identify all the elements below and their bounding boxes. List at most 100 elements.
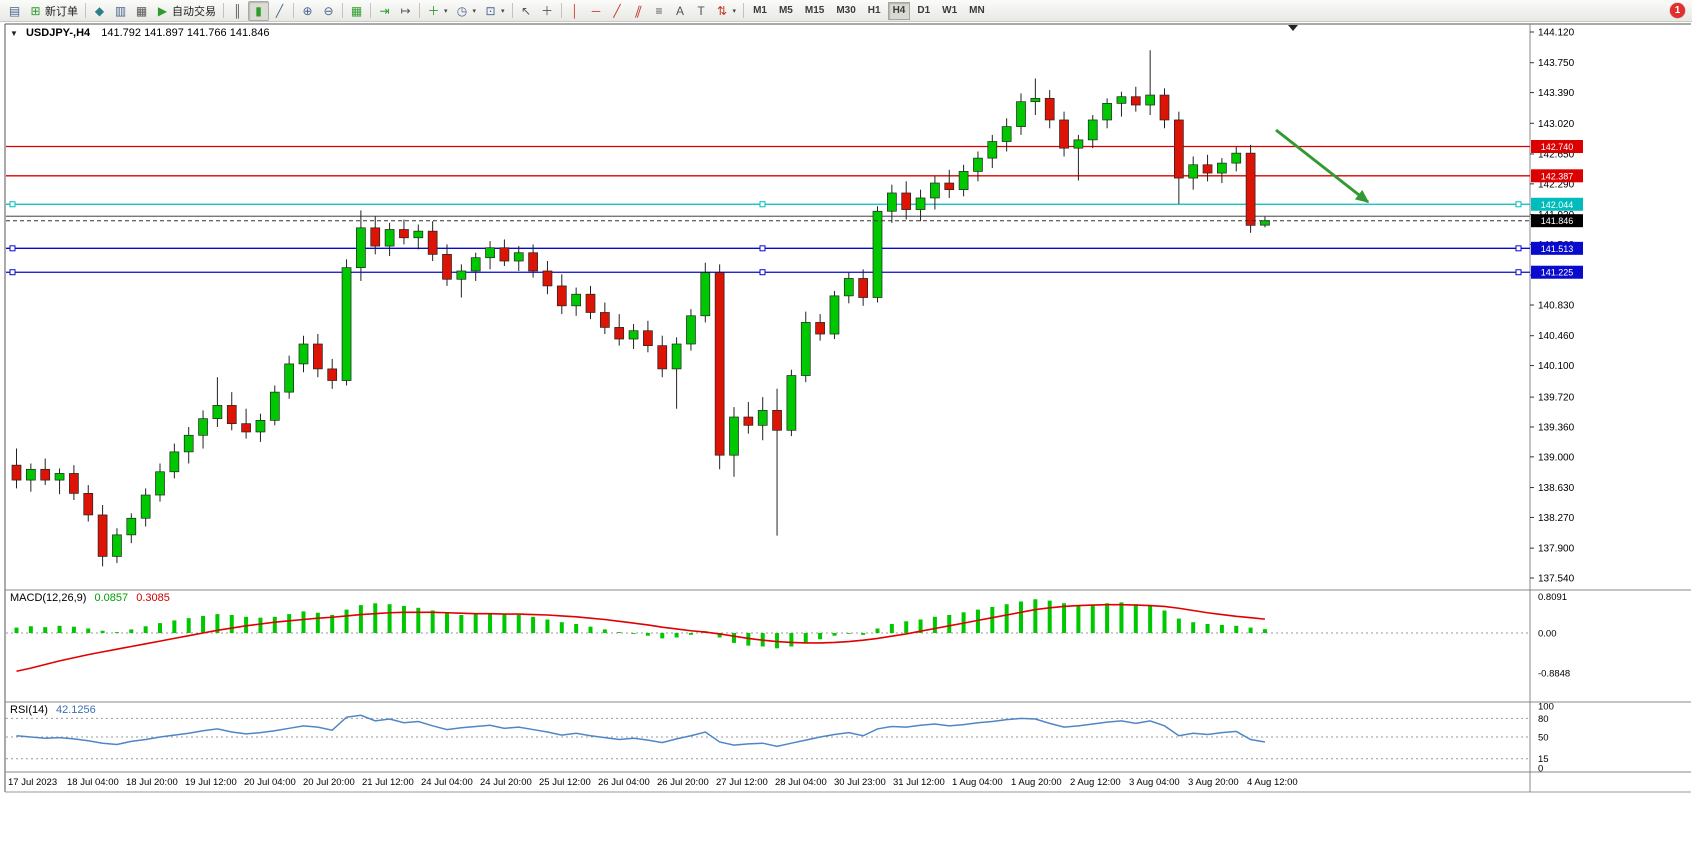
tile-windows-icon: ▦ <box>350 3 363 18</box>
timeframe-button-m5[interactable]: M5 <box>778 4 793 16</box>
svg-text:18 Jul 20:00: 18 Jul 20:00 <box>126 777 178 788</box>
timeframe-button-h4[interactable]: H4 <box>887 1 911 20</box>
toolbar-separator <box>223 3 224 18</box>
svg-text:1 Aug 04:00: 1 Aug 04:00 <box>952 777 1003 788</box>
timeframe-button-d1[interactable]: D1 <box>917 4 931 16</box>
zoom-out-button[interactable]: ⊖ <box>318 1 339 21</box>
tile-windows-button[interactable]: ▦ <box>346 1 367 21</box>
market-watch-button[interactable]: ▥ <box>110 1 131 21</box>
chart-candles-button[interactable]: ▮ <box>248 0 269 21</box>
channel-tool-button[interactable]: ∥ <box>628 1 649 21</box>
notification-badge[interactable]: 1 <box>1670 3 1685 18</box>
crosshair-button[interactable]: ＋ <box>537 1 558 21</box>
chevron-down-icon: ▾ <box>501 7 505 15</box>
trendline-icon: ╱ <box>613 3 621 18</box>
fibonacci-icon: ≡ <box>655 3 663 18</box>
templates-button[interactable]: ⊡ ▾ <box>480 1 509 21</box>
timeframe-button-w1[interactable]: W1 <box>942 4 958 16</box>
svg-text:31 Jul 12:00: 31 Jul 12:00 <box>893 777 945 788</box>
auto-scroll-icon: ⇥ <box>379 3 390 18</box>
timeframe-group: M1 M5 M15 M30 H1 H4 D1 W1 MN <box>747 0 991 22</box>
svg-text:141.513: 141.513 <box>1541 244 1574 254</box>
text-label-tool-button[interactable]: T <box>691 1 712 21</box>
macd-name: MACD(12,26,9) <box>10 592 87 604</box>
zoom-in-icon: ⊕ <box>302 3 313 18</box>
chart-ohlc-values: 141.792 141.897 141.766 141.846 <box>101 27 270 39</box>
svg-text:143.750: 143.750 <box>1538 58 1575 69</box>
svg-text:25 Jul 12:00: 25 Jul 12:00 <box>539 777 591 788</box>
zoom-in-button[interactable]: ⊕ <box>297 1 318 21</box>
crosshair-icon: ＋ <box>541 3 554 18</box>
clock-icon: ◷ <box>456 3 468 18</box>
toolbar-separator <box>342 3 343 18</box>
new-chart-button[interactable]: ▤ <box>4 1 25 21</box>
cursor-button[interactable]: ↖ <box>516 1 537 21</box>
rsi-value: 42.1256 <box>55 704 96 716</box>
svg-text:17 Jul 2023: 17 Jul 2023 <box>8 777 57 788</box>
svg-text:1 Aug 20:00: 1 Aug 20:00 <box>1011 777 1062 788</box>
svg-text:24 Jul 20:00: 24 Jul 20:00 <box>480 777 532 788</box>
svg-text:0: 0 <box>1538 764 1543 775</box>
fibonacci-tool-button[interactable]: ≡ <box>649 1 670 21</box>
svg-text:15: 15 <box>1538 754 1549 765</box>
template-icon: ⊡ <box>485 3 496 18</box>
toolbar-separator <box>419 3 420 18</box>
trendline-tool-button[interactable]: ╱ <box>607 1 628 21</box>
svg-text:139.000: 139.000 <box>1538 452 1575 463</box>
navigator-icon: ▦ <box>135 3 148 18</box>
macd-indicator-label: MACD(12,26,9) 0.0857 0.3085 <box>10 592 170 604</box>
horizontal-line-tool-button[interactable]: ─ <box>586 1 607 21</box>
svg-text:19 Jul 12:00: 19 Jul 12:00 <box>185 777 237 788</box>
timeframe-button-m30[interactable]: M30 <box>836 4 856 16</box>
arrows-tool-button[interactable]: ⇅ ▾ <box>712 1 741 21</box>
svg-text:142.387: 142.387 <box>1541 171 1574 181</box>
svg-text:80: 80 <box>1538 714 1549 725</box>
svg-text:138.630: 138.630 <box>1538 483 1575 494</box>
svg-text:30 Jul 23:00: 30 Jul 23:00 <box>834 777 886 788</box>
svg-text:142.044: 142.044 <box>1541 200 1574 210</box>
indicators-button[interactable]: ＋ ▾ <box>423 1 452 21</box>
auto-trading-button[interactable]: ▶ 自动交易 <box>152 1 220 21</box>
chart-shift-button[interactable]: ↦ <box>395 1 416 21</box>
arrows-icon: ⇅ <box>717 3 728 18</box>
collapse-arrow-icon[interactable]: ▼ <box>10 29 18 38</box>
svg-text:142.290: 142.290 <box>1538 179 1575 190</box>
svg-text:138.270: 138.270 <box>1538 513 1575 524</box>
svg-text:0.8091: 0.8091 <box>1538 592 1567 603</box>
auto-scroll-button[interactable]: ⇥ <box>374 1 395 21</box>
toolbar-separator <box>743 3 745 18</box>
navigator-button[interactable]: ▦ <box>131 1 152 21</box>
svg-text:4 Aug 12:00: 4 Aug 12:00 <box>1247 777 1298 788</box>
svg-text:21 Jul 12:00: 21 Jul 12:00 <box>362 777 414 788</box>
metaeditor-button[interactable]: ◆ <box>89 1 110 21</box>
chart-bars-button[interactable]: ║ <box>227 1 248 21</box>
macd-signal-value: 0.3085 <box>136 592 170 604</box>
svg-text:139.720: 139.720 <box>1538 393 1575 404</box>
chart-line-button[interactable]: ╱ <box>269 1 290 21</box>
vertical-line-tool-button[interactable]: │ <box>565 1 586 21</box>
macd-main-value: 0.0857 <box>94 592 129 604</box>
horizontal-line-icon: ─ <box>591 3 601 18</box>
svg-text:140.830: 140.830 <box>1538 301 1575 312</box>
svg-text:2 Aug 12:00: 2 Aug 12:00 <box>1070 777 1121 788</box>
timeframe-button-m1[interactable]: M1 <box>753 4 767 16</box>
svg-text:140.460: 140.460 <box>1538 331 1575 342</box>
timeframe-button-h1[interactable]: H1 <box>867 4 881 16</box>
periods-button[interactable]: ◷ ▾ <box>452 1 481 21</box>
text-icon: A <box>676 3 685 18</box>
timeframe-button-mn[interactable]: MN <box>969 4 985 16</box>
svg-text:-0.8848: -0.8848 <box>1538 668 1570 679</box>
new-order-icon: ⊞ <box>30 3 41 18</box>
svg-text:50: 50 <box>1538 733 1549 744</box>
text-label-icon: T <box>697 3 705 18</box>
chevron-down-icon: ▾ <box>732 7 737 15</box>
svg-text:27 Jul 12:00: 27 Jul 12:00 <box>716 777 768 788</box>
svg-text:141.225: 141.225 <box>1541 268 1574 278</box>
zoom-out-icon: ⊖ <box>323 3 334 18</box>
new-order-button[interactable]: ⊞ 新订单 <box>25 1 82 21</box>
svg-text:137.540: 137.540 <box>1538 574 1575 585</box>
timeframe-button-m15[interactable]: M15 <box>804 4 825 16</box>
text-tool-button[interactable]: A <box>670 1 691 21</box>
svg-text:26 Jul 20:00: 26 Jul 20:00 <box>657 777 709 788</box>
